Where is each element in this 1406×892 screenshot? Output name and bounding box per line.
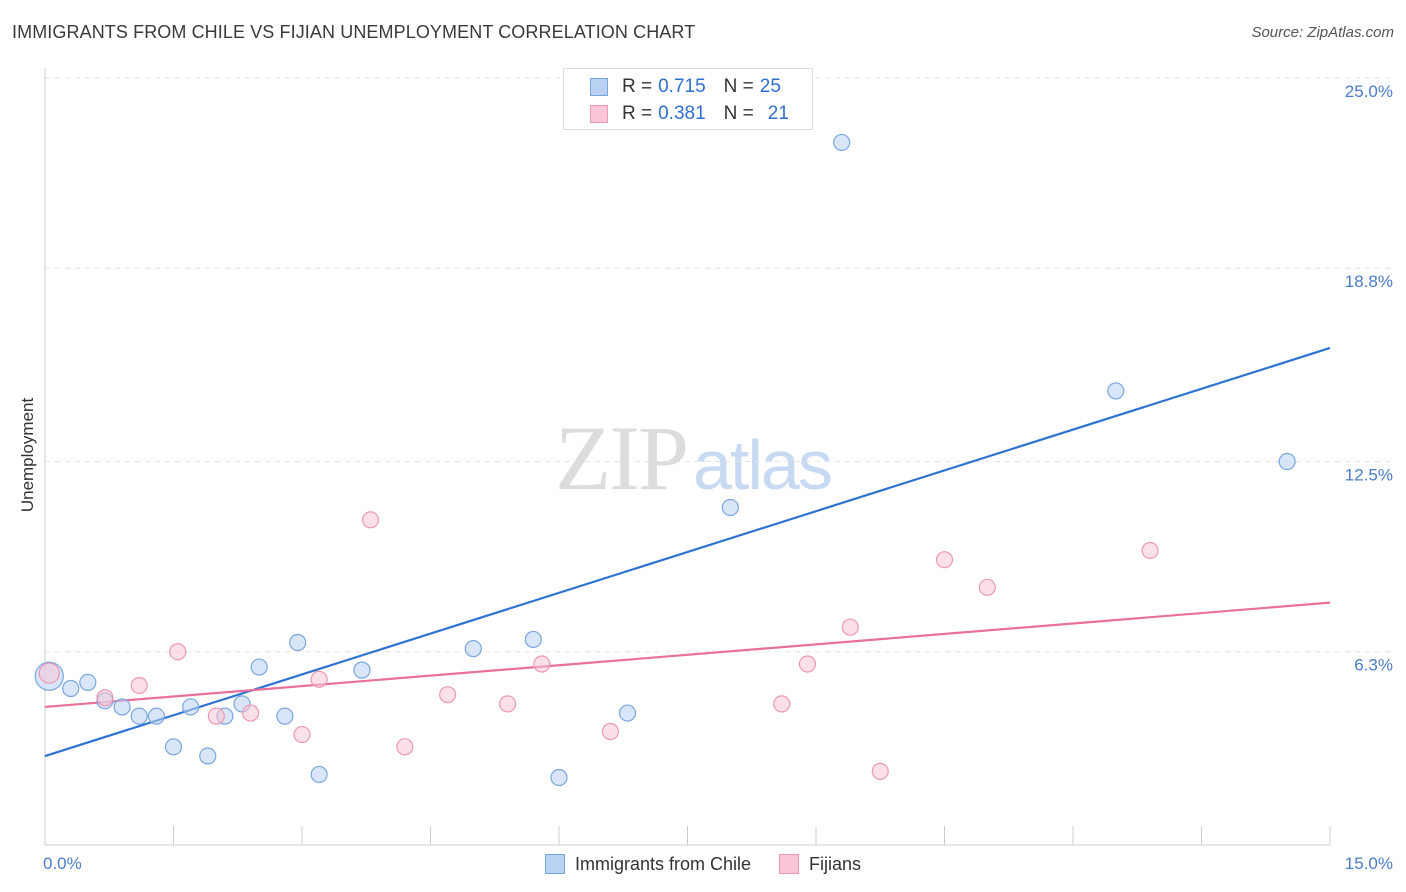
point-chile [464,640,482,658]
series-legend: Immigrants from Chile Fijians [0,851,1406,877]
point-fijians [130,676,148,695]
point-fijians [310,670,328,688]
point-chile [250,658,268,676]
y-tick-label: 12.5% [1345,466,1393,485]
point-chile [310,765,328,784]
data-points [34,133,1296,787]
legend-row-chile: R = 0.715 N = 25 [590,75,781,99]
point-chile [276,707,294,725]
x-tick-label-max: 15.0% [1345,854,1393,873]
point-chile [550,768,568,787]
point-chile [721,498,739,517]
legend-label-chile: Immigrants from Chile [574,853,752,874]
point-fijians [96,689,114,707]
y-tick-label: 25.0% [1345,82,1393,101]
point-fijians [361,511,380,529]
legend-r-label: R = [622,103,653,124]
point-fijians [396,738,414,756]
point-chile [199,747,217,765]
point-fijians [439,686,457,704]
point-chile [147,707,165,725]
correlation-legend: R = 0.715 N = 25 R = 0.381 N = 21 [563,68,813,130]
trend-line-fijians [44,601,1331,709]
point-fijians [207,707,225,725]
legend-swatch-chile [590,78,608,96]
point-fijians [499,695,517,713]
point-chile [113,698,131,716]
source-label: Source: ZipAtlas.com [1251,24,1394,41]
legend-n-value: 21 [767,103,789,124]
point-chile [524,630,542,649]
legend-swatch-chile [544,854,565,874]
grid-lines [45,77,1395,653]
y-tick-label: 6.3% [1354,656,1393,675]
legend-label-fijians: Fijians [809,853,862,874]
point-fijians [533,655,551,673]
point-chile [353,661,371,679]
chart-title: IMMIGRANTS FROM CHILE VS FIJIAN UNEMPLOY… [12,22,696,42]
watermark-atlas: atlas [693,426,833,504]
y-tick-label: 18.8% [1345,272,1393,291]
point-fijians [798,655,817,673]
point-chile [1107,382,1125,400]
point-fijians [978,578,996,596]
point-chile [79,673,97,691]
point-fijians [169,643,187,661]
point-fijians [293,725,311,744]
point-chile [1278,452,1296,471]
legend-n-label: N = [723,76,754,97]
point-chile [833,133,851,152]
legend-swatch-fijians [779,854,800,874]
point-fijians [242,704,260,722]
watermark-zip: ZIP [555,407,689,509]
point-fijians [841,618,859,636]
point-chile [62,679,80,698]
trend-lines [44,346,1331,758]
watermark: ZIP atlas [555,405,833,511]
point-chile [182,698,200,716]
legend-row-fijians: R = 0.381 N = 21 [590,102,789,126]
legend-n-value: 25 [759,76,781,97]
point-fijians [601,722,620,741]
x-tick-label-min: 0.0% [43,854,82,873]
point-chile [164,738,183,756]
point-fijians [38,662,60,684]
point-fijians [871,762,889,780]
trend-line-chile [44,346,1331,758]
legend-r-value: 0.381 [658,103,706,124]
point-chile [130,707,148,725]
legend-r-value: 0.715 [658,76,706,97]
legend-item-chile[interactable]: Immigrants from Chile [544,853,752,875]
point-chile [618,704,637,722]
legend-r-label: R = [622,76,653,97]
point-chile [289,633,307,652]
legend-item-fijians[interactable]: Fijians [779,854,861,875]
point-fijians [935,551,954,569]
axes [44,68,1331,846]
point-fijians [1141,541,1159,560]
tick-labels: 6.3% 12.5% 18.8% 25.0% 0.0% 15.0% [43,82,1393,873]
legend-swatch-fijians [590,105,608,123]
legend-n-label: N = [723,103,754,124]
point-fijians [773,695,791,713]
